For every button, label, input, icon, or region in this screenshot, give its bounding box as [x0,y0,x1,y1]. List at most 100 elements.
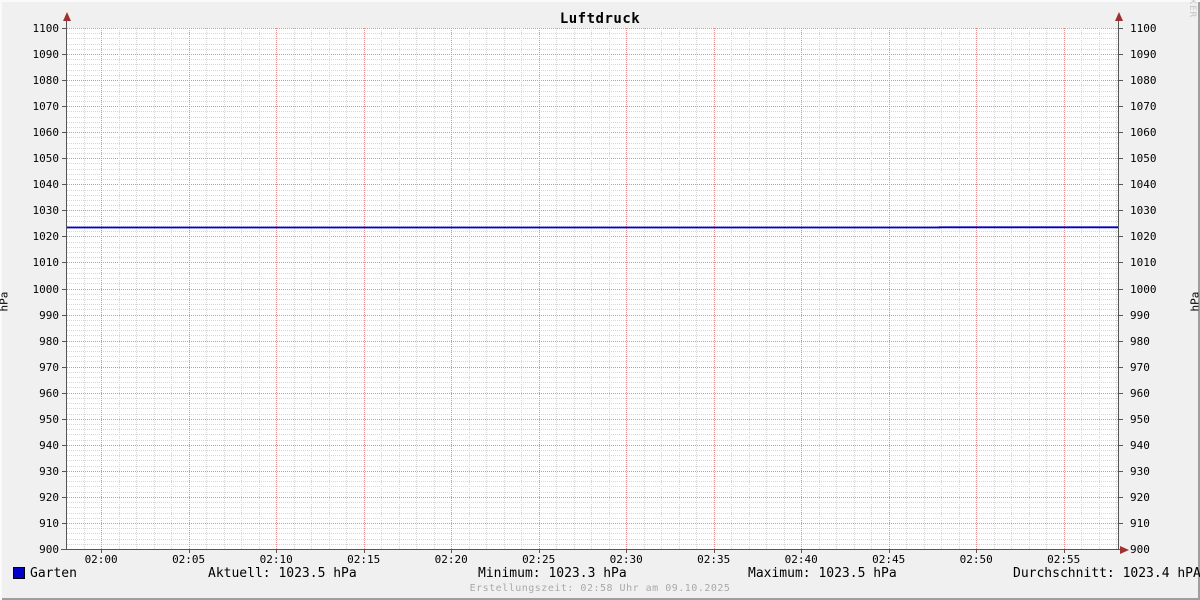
minor-gridline-h [67,460,1118,462]
minor-gridline-v [783,28,785,549]
minor-gridline-v [118,28,120,549]
y-tick-mark [62,444,66,446]
y-tick-mark [62,106,66,108]
minor-gridline-h [67,450,1118,451]
major-gridline-h [67,54,1118,56]
y-tick-mark [1119,314,1123,316]
x-tick-label: 02:50 [959,553,993,566]
x-tick-label: 02:00 [84,553,118,566]
x-tick-label: 02:35 [697,553,731,566]
y-tick-label-right: 990 [1130,308,1150,322]
minor-gridline-v [958,28,960,549]
y-tick-mark [62,392,66,394]
x-tick-label: 02:05 [172,553,206,566]
stat-aktuell: Aktuell: 1023.5 hPa [208,566,357,581]
minor-gridline-v [153,28,155,549]
minor-gridline-h [67,439,1118,441]
minor-gridline-v [871,28,873,549]
minor-gridline-h [67,397,1118,399]
minor-gridline-h [67,205,1118,207]
major-gridline-v [713,28,715,549]
y-tick-label-right: 1050 [1130,152,1157,166]
x-tick-mark [363,549,365,553]
major-gridline-v [976,28,978,549]
minor-gridline-h [67,387,1118,389]
minor-gridline-v [1011,28,1013,549]
y-tick-label-left: 1000 [32,282,60,296]
major-gridline-h [67,28,1118,29]
minor-gridline-h [67,142,1118,144]
stat-maximum: Maximum: 1023.5 hPa [748,566,897,581]
major-gridline-h [67,106,1118,108]
minor-gridline-h [67,507,1118,509]
minor-gridline-h [67,38,1118,40]
x-tick-mark [538,549,540,553]
y-tick-mark [62,132,66,134]
minor-gridline-v [853,28,855,549]
minor-gridline-h [67,173,1118,175]
y-tick-mark [62,549,66,550]
major-gridline-v [626,28,628,549]
minor-gridline-h [67,476,1118,478]
minor-gridline-v [433,28,435,549]
minor-gridline-h [67,246,1118,248]
minor-gridline-v [923,28,925,549]
minor-gridline-v [1046,28,1048,549]
minor-gridline-v [678,28,680,549]
major-gridline-v [101,28,103,549]
x-tick-label: 02:30 [609,553,643,566]
y-tick-label-right: 1030 [1130,204,1157,218]
y-tick-label-left: 980 [39,334,59,348]
minor-gridline-h [67,423,1118,425]
x-tick-label: 02:15 [347,553,381,566]
minor-gridline-h [67,528,1118,530]
minor-gridline-h [67,335,1118,337]
minor-gridline-h [67,330,1118,332]
minor-gridline-v [591,28,593,549]
minor-gridline-h [67,361,1118,363]
minor-gridline-h [67,502,1118,504]
minor-gridline-h [67,512,1118,514]
legend-series-name: Garten [30,566,77,581]
y-tick-label-right: 950 [1130,412,1150,426]
x-tick-label: 02:25 [522,553,556,566]
minor-gridline-h [67,351,1118,353]
minor-gridline-h [67,309,1118,311]
major-gridline-v [451,28,453,549]
minor-gridline-h [67,33,1118,35]
minor-gridline-h [67,59,1118,61]
major-gridline-v [276,28,278,549]
minor-gridline-h [67,356,1118,358]
minor-gridline-v [608,28,610,549]
minor-gridline-h [67,90,1118,92]
minor-gridline-h [67,85,1118,87]
minor-gridline-h [67,434,1118,436]
x-tick-label: 02:20 [434,553,468,566]
minor-gridline-h [67,413,1118,415]
y-axis-arrow-right-icon [1114,12,1123,21]
major-gridline-h [67,470,1118,472]
y-axis-label-right: hPa [1188,291,1200,312]
minor-gridline-h [67,304,1118,306]
y-tick-mark [62,366,66,368]
minor-gridline-h [67,272,1118,274]
major-gridline-h [67,496,1118,498]
x-tick-mark [888,549,890,553]
x-tick-label: 02:40 [784,553,818,566]
minor-gridline-v [136,28,138,549]
minor-gridline-h [67,465,1118,467]
y-tick-label-right: 930 [1130,464,1150,478]
y-tick-label-left: 990 [39,308,59,322]
series-layer [67,226,1118,229]
x-axis-arrow-icon [1120,545,1129,554]
y-tick-label-left: 1080 [32,74,60,88]
y-tick-mark [62,236,66,238]
y-tick-label-left: 1010 [32,256,60,270]
minor-gridline-v [573,28,575,549]
minor-gridline-h [67,168,1118,170]
chart-title: Luftdruck [559,11,641,27]
y-tick-mark [62,496,66,498]
minor-gridline-v [748,28,750,549]
minor-gridline-h [67,100,1118,102]
